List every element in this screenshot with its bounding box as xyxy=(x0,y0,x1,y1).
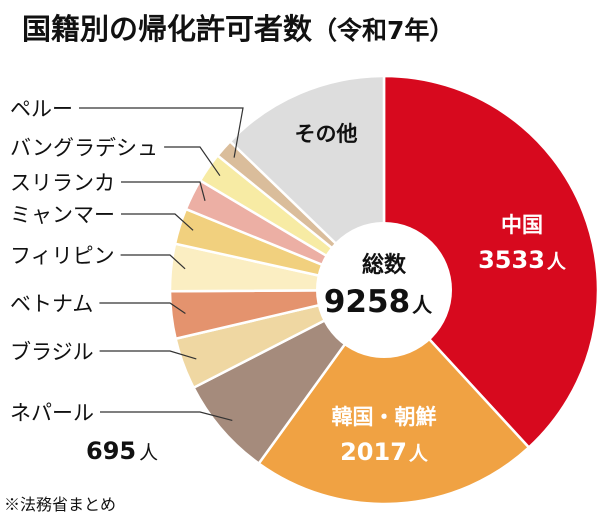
source-note: ※法務省まとめ xyxy=(4,495,116,514)
value-中国: 3533 人 xyxy=(478,246,567,274)
unit-韓国-朝鮮: 人 xyxy=(409,443,429,465)
unit-ネパール: 人 xyxy=(139,442,158,464)
label-ミャンマー: ミャンマー xyxy=(10,203,115,227)
label-ネパール: ネパール xyxy=(10,401,94,425)
leader-ペルー xyxy=(79,107,244,158)
label-ベトナム: ベトナム xyxy=(10,292,93,316)
leader-ミャンマー xyxy=(121,213,194,231)
total-value: 9258 人 xyxy=(324,284,433,320)
leader-スリランカ xyxy=(121,181,206,201)
label-フィリピン: フィリピン xyxy=(10,244,115,268)
unit-中国: 人 xyxy=(547,251,567,273)
total-label: 総数 xyxy=(362,252,407,278)
slice-韓国-朝鮮 xyxy=(257,288,531,506)
leader-ブラジル xyxy=(99,350,197,360)
label-ブラジル: ブラジル xyxy=(10,340,94,364)
label-スリランカ: スリランカ xyxy=(10,171,115,195)
value-ネパール: 695 人 xyxy=(86,437,158,465)
label-その他: その他 xyxy=(295,122,358,146)
total-unit: 人 xyxy=(412,293,433,317)
slice-中国 xyxy=(382,74,600,450)
label-韓国-朝鮮: 韓国・朝鮮 xyxy=(332,405,437,429)
leader-ネパール xyxy=(100,411,233,421)
chart-title: 国籍別の帰化許可者数（令和7年） xyxy=(22,12,454,46)
label-バングラデシュ: バングラデシュ xyxy=(10,136,158,160)
label-ペルー: ペルー xyxy=(10,97,73,121)
chart-title-main: 国籍別の帰化許可者数 xyxy=(22,12,313,46)
label-中国: 中国 xyxy=(501,213,543,237)
chart-title-suffix: （令和7年） xyxy=(312,16,454,45)
leader-ベトナム xyxy=(99,302,186,314)
center-hole xyxy=(316,222,452,358)
leader-バングラデシュ xyxy=(164,146,221,177)
leader-フィリピン xyxy=(120,254,186,270)
value-韓国-朝鮮: 2017 人 xyxy=(340,438,429,466)
